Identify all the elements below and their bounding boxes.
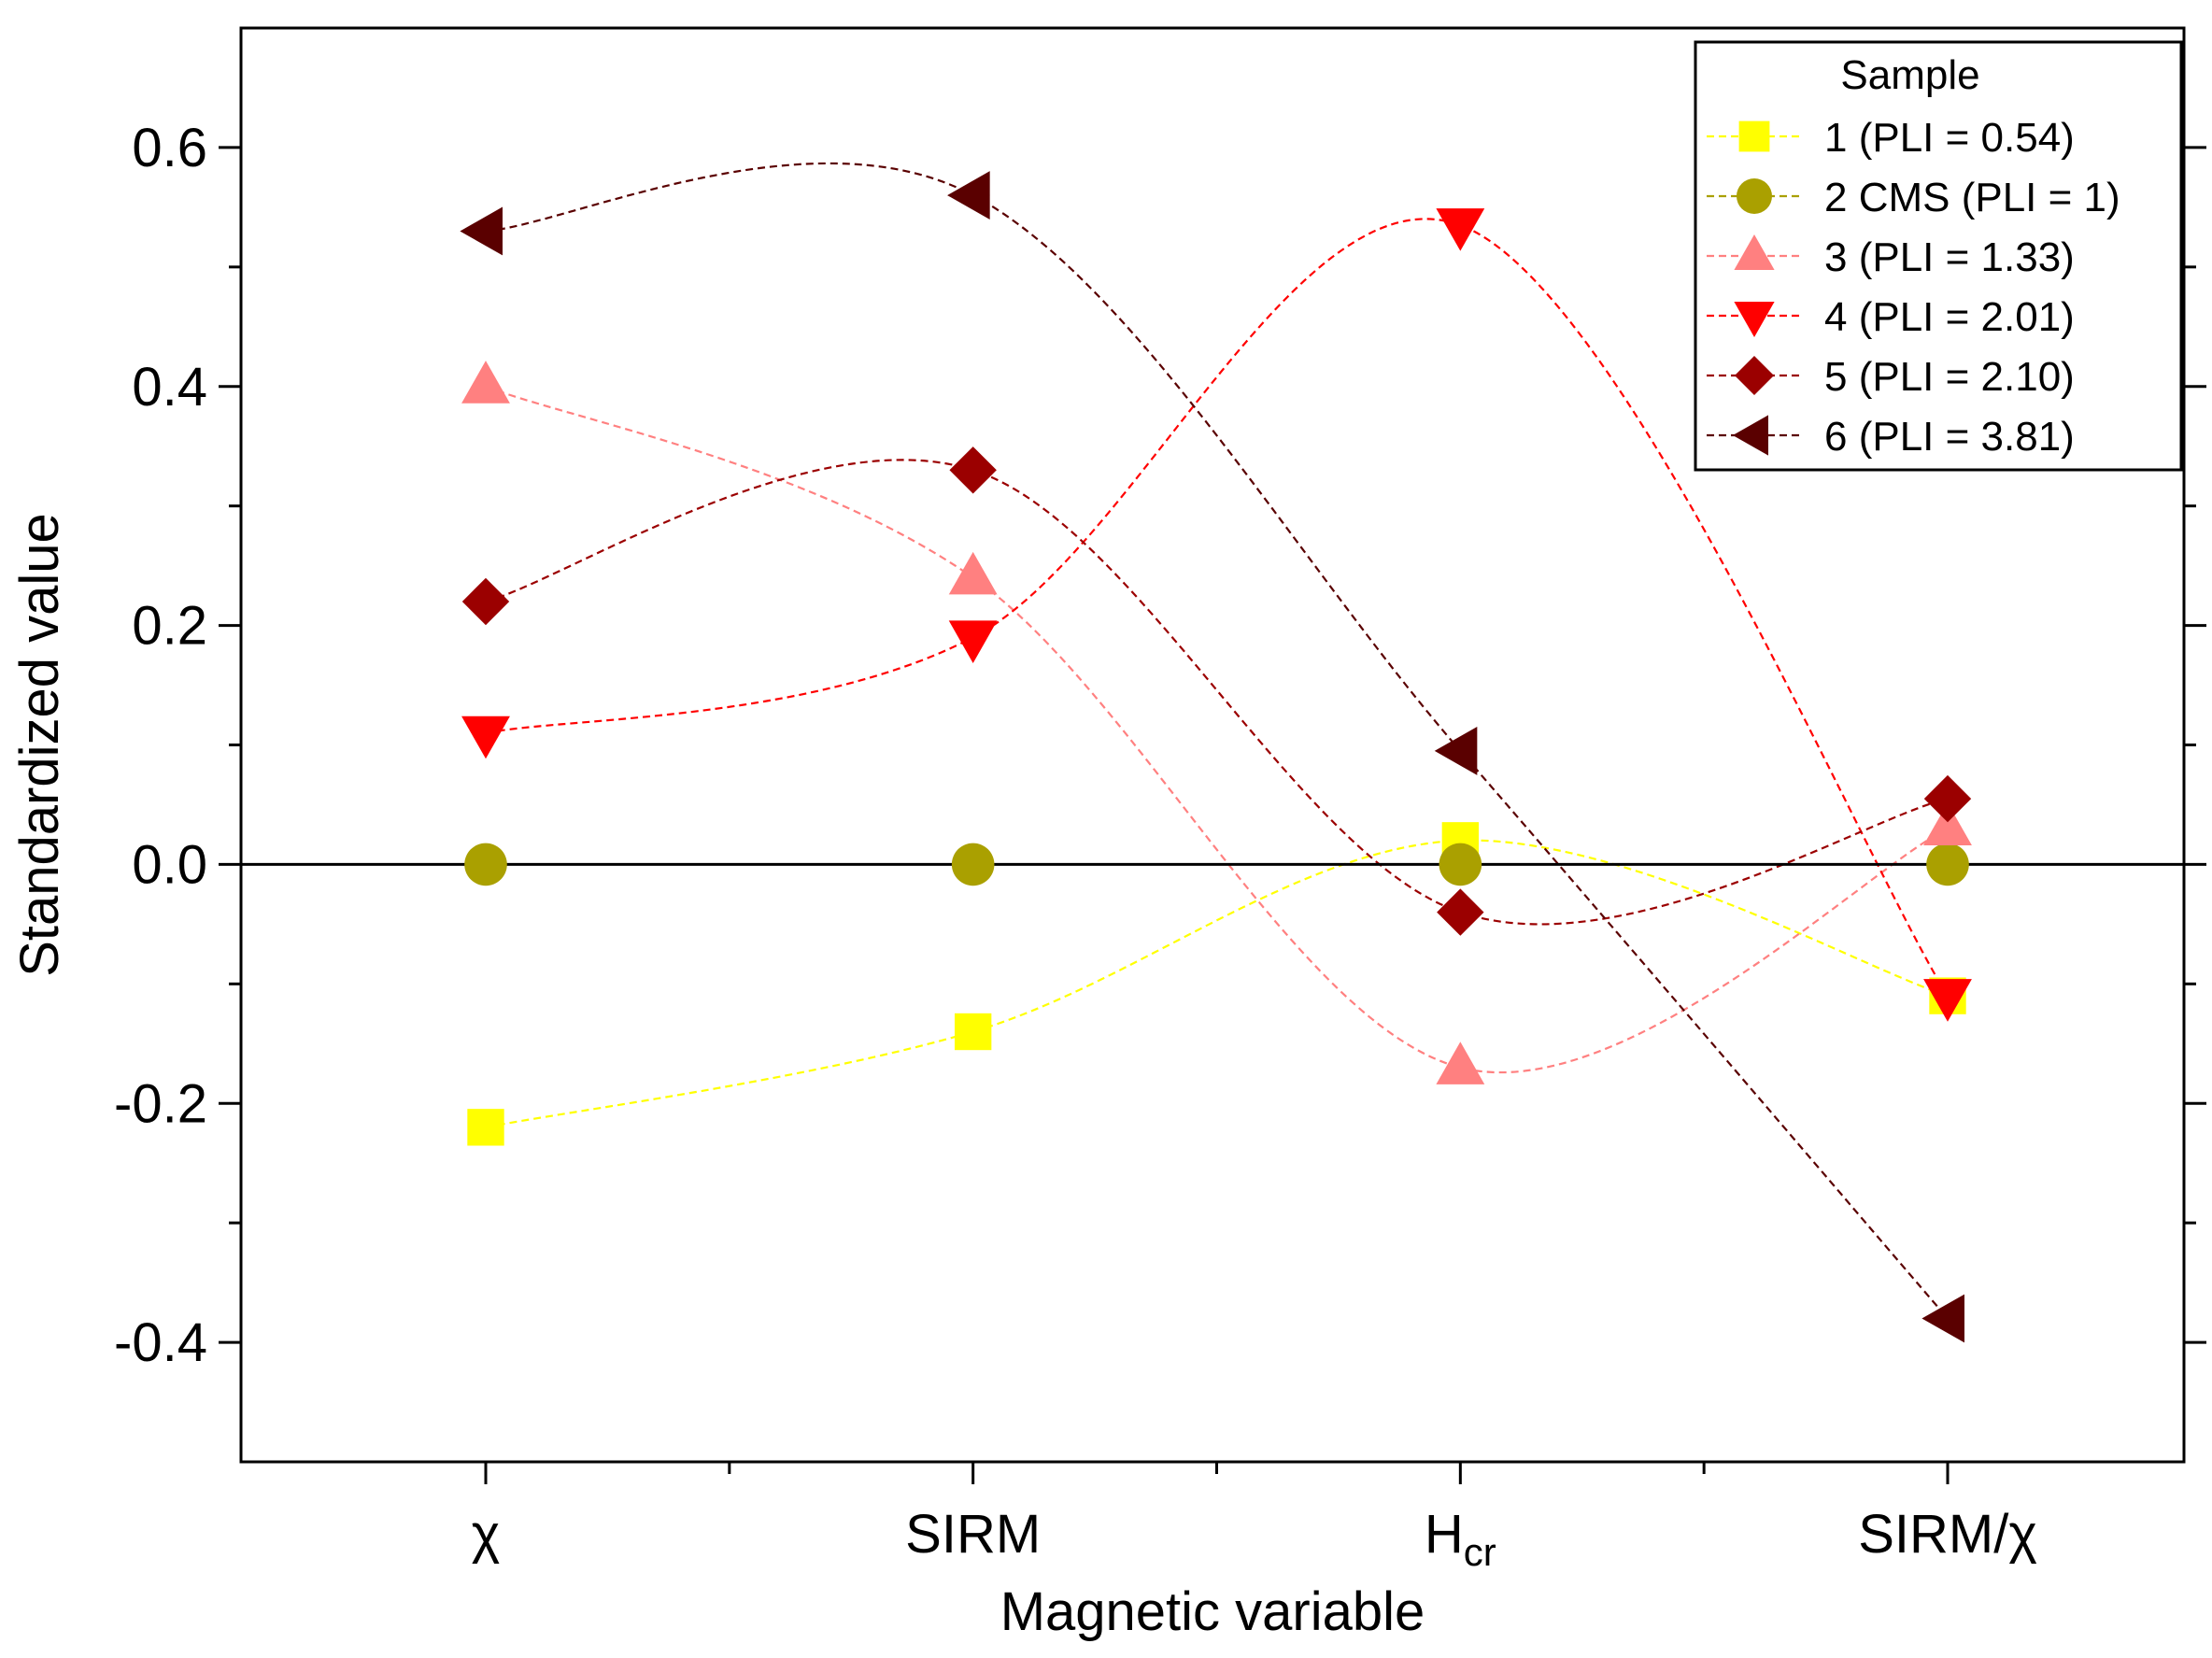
x-tick-label-text: H bbox=[1425, 1504, 1464, 1565]
y-tick-label: 0.0 bbox=[132, 834, 207, 895]
legend-marker bbox=[1734, 234, 1775, 270]
x-tick-label-text: SIRM bbox=[905, 1504, 1041, 1565]
series-5-point bbox=[949, 446, 997, 494]
series-6-line bbox=[485, 162, 1949, 1320]
y-axis-title: Standardized value bbox=[9, 513, 70, 977]
y-axis: -0.4 -0.2 0.0 0.2 0.4 0.6 bbox=[114, 118, 2206, 1373]
y-tick-label: 0.2 bbox=[132, 596, 207, 657]
legend-label: 3 (PLI = 1.33) bbox=[1824, 234, 2075, 280]
legend: Sample 1 (PLI = 0.54) 2 CMS (PLI = 1) 3 (PL… bbox=[1694, 40, 2183, 472]
series-3-point bbox=[1436, 1042, 1485, 1084]
legend-marker bbox=[1738, 120, 1770, 152]
x-tick-label-text: χ bbox=[472, 1504, 500, 1565]
series-5-point bbox=[1437, 888, 1484, 936]
series-1-point bbox=[467, 1109, 504, 1146]
x-axis-title: Magnetic variable bbox=[1000, 1581, 1425, 1642]
series-5-line bbox=[485, 459, 1949, 926]
x-axis: χ SIRM Hcr SIRM/χ bbox=[472, 1462, 2037, 1574]
legend-marker bbox=[1735, 356, 1774, 395]
series-2-point bbox=[464, 843, 507, 886]
series-3-point bbox=[461, 361, 510, 404]
y-tick-label: -0.2 bbox=[114, 1073, 207, 1134]
series-6-point bbox=[947, 171, 990, 220]
legend-title: Sample bbox=[1840, 52, 1979, 98]
x-tick-label: χ bbox=[472, 1504, 500, 1565]
legend-label: 4 (PLI = 2.01) bbox=[1824, 294, 2075, 340]
series-4-line bbox=[485, 218, 1949, 997]
series-markers bbox=[460, 171, 1972, 1343]
legend-label: 5 (PLI = 2.10) bbox=[1824, 354, 2075, 400]
series-4-point bbox=[461, 716, 510, 759]
series-5-point bbox=[461, 577, 510, 626]
x-tick-label: SIRM bbox=[905, 1504, 1041, 1565]
y-tick-label: 0.4 bbox=[132, 357, 207, 418]
series-6-point bbox=[460, 206, 503, 256]
legend-marker bbox=[1737, 178, 1772, 214]
series-3-point bbox=[948, 551, 998, 595]
x-tick-label-text: SIRM/χ bbox=[1858, 1504, 2037, 1565]
series-3-point bbox=[1923, 802, 1972, 846]
y-tick-label: -0.4 bbox=[114, 1312, 207, 1373]
y-tick-label: 0.6 bbox=[132, 118, 207, 178]
series-2-point bbox=[1439, 843, 1482, 886]
series-6-point bbox=[1434, 726, 1478, 775]
series-1-point bbox=[954, 1013, 992, 1051]
series-2-point bbox=[1926, 843, 1969, 886]
series-4-point bbox=[1923, 979, 1972, 1022]
x-tick-label: SIRM/χ bbox=[1858, 1504, 2037, 1565]
legend-label: 2 CMS (PLI = 1) bbox=[1824, 175, 2120, 220]
series-1-line bbox=[485, 839, 1949, 1128]
legend-marker bbox=[1734, 302, 1775, 337]
legend-box bbox=[1694, 40, 2183, 472]
series-4-point bbox=[948, 620, 998, 663]
legend-label: 1 (PLI = 0.54) bbox=[1824, 115, 2075, 161]
legend-label: 6 (PLI = 3.81) bbox=[1824, 414, 2075, 460]
series-4-point bbox=[1436, 208, 1485, 251]
x-tick-label-subscript: cr bbox=[1464, 1530, 1496, 1574]
series-5-point bbox=[1923, 774, 1972, 823]
legend-marker bbox=[1733, 415, 1768, 456]
series-2-point bbox=[951, 843, 995, 886]
series-6-point bbox=[1921, 1294, 1964, 1343]
x-tick-label: Hcr bbox=[1425, 1504, 1496, 1574]
